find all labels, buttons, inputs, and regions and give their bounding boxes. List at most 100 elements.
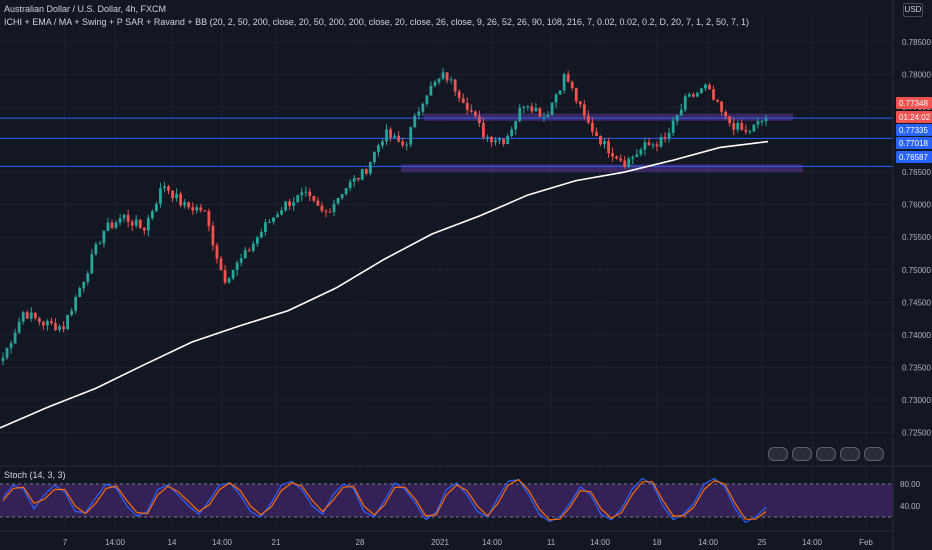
candle-body: [477, 115, 481, 123]
stoch-y-tick-label: 80.00: [900, 480, 921, 489]
candle-body: [748, 131, 752, 133]
candle-body: [651, 144, 655, 146]
candle-body: [752, 124, 756, 132]
candle-body: [437, 78, 441, 83]
candle-body: [50, 321, 53, 324]
candle-body: [639, 149, 643, 155]
candle-body: [46, 321, 49, 326]
event-flag-icon[interactable]: [816, 447, 836, 461]
ma-200-polyline: [0, 140, 769, 429]
x-tick-label: 18: [653, 538, 662, 547]
candle-body: [465, 102, 469, 110]
candle-body: [187, 202, 191, 208]
candle-body: [130, 221, 134, 226]
candle-body: [155, 203, 158, 212]
price-label: 0.76587: [899, 153, 928, 162]
x-tick-label: 28: [356, 538, 365, 547]
candle-body: [695, 93, 699, 97]
candle-body: [732, 123, 736, 130]
price-label-bg: [896, 124, 932, 136]
candle-body: [542, 116, 546, 118]
event-flag-icon[interactable]: [840, 447, 860, 461]
candle-body: [599, 136, 602, 145]
price-label-bg: [896, 151, 932, 163]
candle-body: [582, 104, 586, 116]
candle-body: [736, 122, 740, 130]
candle-body: [667, 132, 671, 139]
price-label: 0.77335: [899, 126, 928, 135]
candle-body: [54, 323, 57, 330]
zone-rect: [401, 164, 803, 173]
candle-body: [126, 215, 130, 222]
event-flag-icon[interactable]: [768, 447, 788, 461]
candle-body: [566, 74, 570, 82]
candle-body: [671, 120, 675, 133]
candle-body: [679, 109, 683, 116]
candle-body: [25, 312, 29, 319]
candle-body: [304, 191, 308, 193]
candle-body: [328, 211, 332, 213]
x-tick-label: 14:00: [482, 538, 503, 547]
candle-body: [9, 343, 13, 348]
y-tick-label: 0.73000: [902, 396, 931, 405]
candle-body: [429, 85, 433, 96]
candle-body: [344, 188, 348, 195]
y-tick-label: 0.76500: [902, 168, 931, 177]
candle-body: [288, 201, 292, 206]
candle-body: [647, 142, 651, 145]
x-tick-label: 11: [547, 538, 556, 547]
candle-body: [255, 237, 259, 244]
candle-body: [619, 158, 623, 161]
candle-body: [94, 244, 98, 255]
candle-body: [381, 141, 384, 146]
price-label-bg: [896, 111, 932, 123]
candle-body: [90, 254, 94, 274]
candle-body: [348, 181, 352, 189]
candle-body: [292, 202, 296, 206]
stoch-title[interactable]: Stoch (14, 3, 3): [4, 470, 66, 480]
candle-body: [138, 219, 142, 228]
candle-body: [296, 195, 300, 203]
candle-body: [324, 210, 328, 212]
candle-body: [352, 177, 356, 182]
candle-body: [134, 219, 138, 226]
symbol-title[interactable]: Australian Dollar / U.S. Dollar, 4h, FXC…: [4, 4, 167, 14]
support-resistance-zones: [401, 113, 803, 173]
event-flag-icon[interactable]: [864, 447, 884, 461]
candle-body: [122, 215, 126, 219]
candle-body: [643, 142, 647, 150]
candle-body: [316, 200, 320, 206]
chart-header: Australian Dollar / U.S. Dollar, 4h, FXC…: [4, 3, 749, 29]
y-tick-label: 0.75000: [902, 266, 931, 275]
x-tick-label: 25: [758, 538, 767, 547]
candle-body: [102, 230, 106, 244]
candle-body: [708, 84, 711, 90]
ma-200-line: [0, 140, 769, 429]
currency-button[interactable]: USD: [903, 3, 923, 17]
candle-body: [268, 221, 271, 223]
candle-body: [441, 72, 445, 79]
candle-body: [247, 250, 251, 252]
candle-body: [756, 121, 760, 125]
x-tick-label: 21: [272, 538, 281, 547]
candle-body: [683, 96, 687, 110]
candle-body: [744, 129, 748, 132]
candle-body: [538, 108, 542, 117]
candle-body: [687, 94, 691, 97]
candle-body: [29, 312, 33, 319]
price-label-bg: [896, 137, 932, 149]
candle-body: [740, 122, 744, 130]
candle-body: [1, 357, 5, 361]
candle-body: [356, 177, 360, 180]
candle-body: [41, 321, 45, 326]
indicator-list[interactable]: ICHI + EMA / MA + Swing + P SAR + Ravand…: [4, 17, 750, 27]
candle-body: [259, 231, 263, 238]
y-tick-label: 0.78000: [902, 71, 931, 80]
candle-body: [368, 162, 372, 174]
candle-body: [37, 317, 41, 322]
event-flag-icon[interactable]: [792, 447, 812, 461]
candle-body: [712, 89, 715, 100]
candle-body: [167, 186, 170, 191]
